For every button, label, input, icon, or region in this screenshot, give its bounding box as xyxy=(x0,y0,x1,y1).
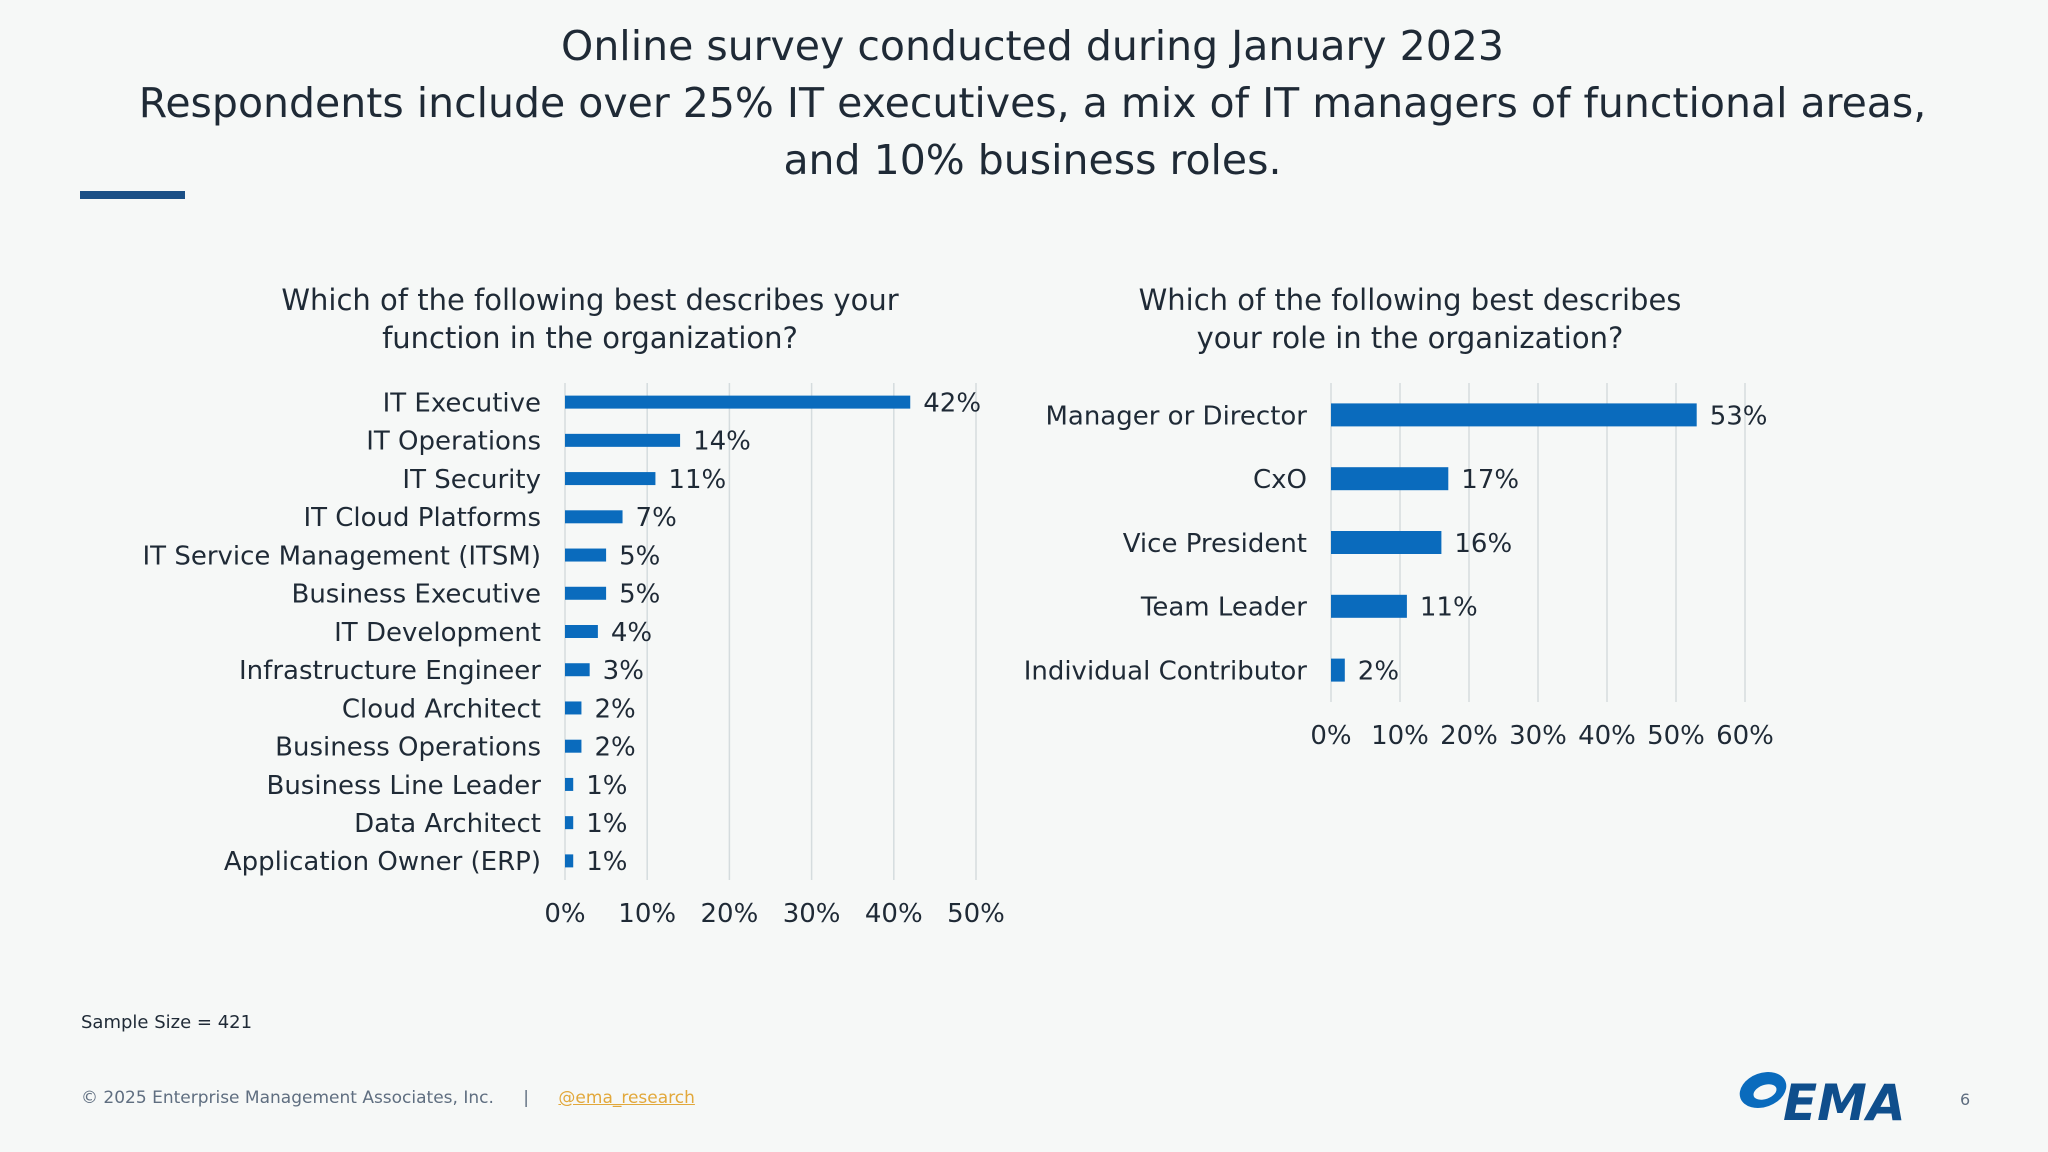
role-x-tick-label: 20% xyxy=(1440,721,1498,751)
function-category-label: IT Development xyxy=(334,618,541,648)
role-x-tick-label: 10% xyxy=(1371,721,1429,751)
role-category-label: Individual Contributor xyxy=(1024,656,1308,686)
function-category-label: Cloud Architect xyxy=(342,694,541,724)
role-category-label: Vice President xyxy=(1123,529,1307,559)
slide-title-line-2: Respondents include over 25% IT executiv… xyxy=(138,79,1927,127)
function-category-label: Infrastructure Engineer xyxy=(239,656,541,686)
function-bar xyxy=(565,816,574,830)
role-bar xyxy=(1331,594,1407,618)
function-x-tick-label: 20% xyxy=(701,899,759,929)
function-x-tick-label: 50% xyxy=(947,899,1005,929)
function-x-tick-label: 40% xyxy=(865,899,923,929)
role-chart-title-line-2: your role in the organization? xyxy=(1196,321,1624,355)
function-category-label: Data Architect xyxy=(354,809,541,839)
role-bar xyxy=(1331,467,1449,491)
ema-logo: EMA xyxy=(1739,1072,1906,1126)
function-bar xyxy=(565,395,911,409)
role-bar xyxy=(1331,531,1442,554)
function-category-label: IT Service Management (ITSM) xyxy=(143,541,541,571)
function-bar xyxy=(565,472,656,486)
slide-title: Online survey conducted during January 2… xyxy=(100,18,1965,189)
role-category-label: Team Leader xyxy=(1140,593,1307,623)
role-x-tick-label: 40% xyxy=(1578,721,1636,751)
function-data-label: 1% xyxy=(586,771,627,801)
function-bar xyxy=(565,701,582,715)
function-bar xyxy=(565,548,607,562)
role-data-label: 16% xyxy=(1454,529,1512,559)
function-bar xyxy=(565,663,590,677)
function-category-label: IT Security xyxy=(402,465,541,495)
accent-bar xyxy=(80,191,185,199)
function-data-label: 3% xyxy=(603,656,644,686)
copyright-text: © 2025 Enterprise Management Associates,… xyxy=(81,1088,494,1108)
function-bar xyxy=(565,854,574,868)
function-data-label: 2% xyxy=(594,694,635,724)
role-x-tick-label: 50% xyxy=(1647,721,1705,751)
function-bar xyxy=(565,510,623,524)
function-category-label: IT Operations xyxy=(366,427,541,457)
function-chart-title-line-1: Which of the following best describes yo… xyxy=(281,283,899,317)
function-category-label: Application Owner (ERP) xyxy=(224,847,541,877)
function-x-tick-label: 0% xyxy=(544,899,585,929)
function-data-label: 5% xyxy=(619,580,660,610)
function-bar xyxy=(565,739,582,753)
role-x-tick-label: 30% xyxy=(1509,721,1567,751)
slide-title-line-1: Online survey conducted during January 2… xyxy=(561,22,1504,70)
role-x-tick-label: 0% xyxy=(1310,721,1351,751)
social-handle-link[interactable]: @ema_research xyxy=(558,1088,695,1108)
function-data-label: 1% xyxy=(586,809,627,839)
function-category-label: IT Cloud Platforms xyxy=(303,503,541,533)
function-category-label: Business Operations xyxy=(275,733,541,763)
function-data-label: 1% xyxy=(586,847,627,877)
function-data-label: 7% xyxy=(636,503,677,533)
function-data-label: 2% xyxy=(594,733,635,763)
role-bar xyxy=(1331,403,1697,427)
page-number: 6 xyxy=(1960,1090,1971,1109)
function-x-tick-label: 10% xyxy=(618,899,676,929)
role-data-label: 11% xyxy=(1420,593,1478,623)
function-data-label: 14% xyxy=(693,427,751,457)
role-x-tick-label: 60% xyxy=(1716,721,1774,751)
function-data-label: 5% xyxy=(619,541,660,571)
function-x-tick-label: 30% xyxy=(783,899,841,929)
logo-wordmark: EMA xyxy=(1783,1074,1906,1126)
function-bar xyxy=(565,586,607,600)
function-category-label: IT Executive xyxy=(383,388,541,418)
function-chart-title-line-2: function in the organization? xyxy=(382,321,798,355)
function-category-label: Business Line Leader xyxy=(266,771,541,801)
function-data-label: 4% xyxy=(611,618,652,648)
role-data-label: 17% xyxy=(1461,465,1519,495)
role-category-label: Manager or Director xyxy=(1045,401,1307,431)
function-chart-title: Which of the following best describes yo… xyxy=(200,281,980,357)
function-bar xyxy=(565,625,598,638)
role-bar xyxy=(1331,658,1345,682)
role-category-label: CxO xyxy=(1253,465,1307,495)
role-data-label: 53% xyxy=(1710,401,1768,431)
function-data-label: 11% xyxy=(668,465,726,495)
footer: © 2025 Enterprise Management Associates,… xyxy=(81,1088,695,1108)
function-data-label: 42% xyxy=(923,388,981,418)
function-bar xyxy=(565,777,574,791)
slide-title-line-3: and 10% business roles. xyxy=(783,136,1282,184)
footer-separator: | xyxy=(523,1088,530,1108)
function-category-label: Business Executive xyxy=(291,580,541,610)
sample-size: Sample Size = 421 xyxy=(81,1012,253,1033)
function-bar xyxy=(565,433,681,447)
role-chart-title: Which of the following best describes yo… xyxy=(1030,281,1790,357)
role-chart-title-line-1: Which of the following best describes xyxy=(1138,283,1682,317)
role-data-label: 2% xyxy=(1358,656,1399,686)
